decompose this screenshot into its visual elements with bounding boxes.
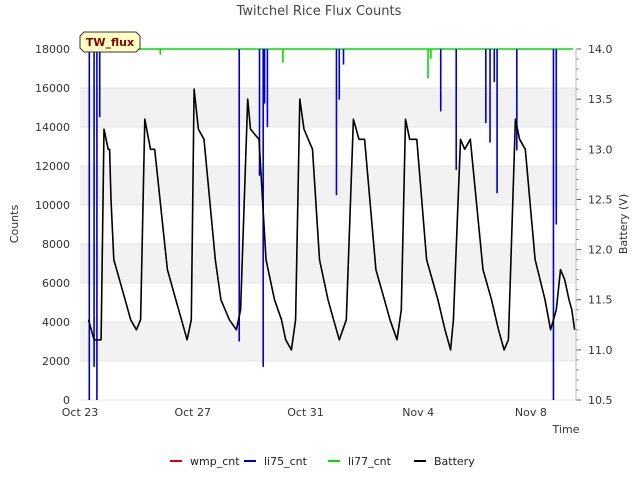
left-tick-label: 8000 — [42, 238, 70, 251]
left-tick-label: 12000 — [35, 160, 70, 173]
chart-title: Twitchel Rice Flux Counts — [236, 4, 402, 19]
right-tick-label: 10.5 — [588, 394, 613, 407]
site-label-text: TW_flux — [86, 36, 134, 49]
site-label-box: TW_flux — [79, 31, 141, 53]
right-y-axis: 10.5 11.0 11.5 12.0 12.5 13.0 13.5 14.0 — [576, 43, 613, 407]
x-axis: Oct 23 Oct 27 Oct 31 Nov 4 Nov 8 — [62, 406, 547, 419]
background-bands — [80, 87, 576, 401]
right-tick-label: 13.0 — [588, 143, 613, 156]
left-tick-label: 18000 — [35, 43, 70, 56]
right-tick-label: 12.0 — [588, 244, 613, 257]
battery-line — [87, 88, 576, 351]
left-tick-label: 0 — [63, 394, 70, 407]
right-tick-label: 12.5 — [588, 193, 613, 206]
x-axis-label: Time — [552, 423, 580, 436]
left-tick-label: 14000 — [35, 121, 70, 134]
grid-band — [80, 166, 576, 205]
x-tick-label: Oct 31 — [287, 406, 324, 419]
x-tick-label: Oct 27 — [174, 406, 211, 419]
grid-band — [80, 322, 576, 361]
left-tick-label: 6000 — [42, 277, 70, 290]
legend-label-li77_cnt: li77_cnt — [348, 455, 392, 468]
left-tick-label: 2000 — [42, 355, 70, 368]
right-tick-label: 11.0 — [588, 344, 613, 357]
left-y-axis: 0 2000 4000 6000 8000 10000 12000 14000 16000 180… — [35, 43, 70, 407]
left-y-axis-label: Counts — [8, 205, 21, 244]
left-tick-label: 10000 — [35, 199, 70, 212]
legend-label-li75_cnt: li75_cnt — [264, 455, 308, 468]
right-tick-label: 14.0 — [588, 43, 613, 56]
x-tick-label: Nov 8 — [515, 406, 547, 419]
left-tick-label: 16000 — [35, 82, 70, 95]
right-y-axis-label: Battery (V) — [617, 194, 630, 254]
grid-band — [80, 88, 576, 127]
legend: wmp_cnt li75_cnt li77_cnt Battery — [170, 455, 475, 468]
left-tick-label: 4000 — [42, 316, 70, 329]
legend-label-wmp_cnt: wmp_cnt — [190, 455, 240, 468]
grid-band — [80, 244, 576, 283]
right-tick-label: 11.5 — [588, 294, 613, 307]
series-layer — [87, 48, 576, 400]
x-tick-label: Oct 23 — [62, 406, 99, 419]
right-tick-label: 13.5 — [588, 93, 613, 106]
x-tick-label: Nov 4 — [402, 406, 434, 419]
legend-label-Battery: Battery — [434, 455, 475, 468]
